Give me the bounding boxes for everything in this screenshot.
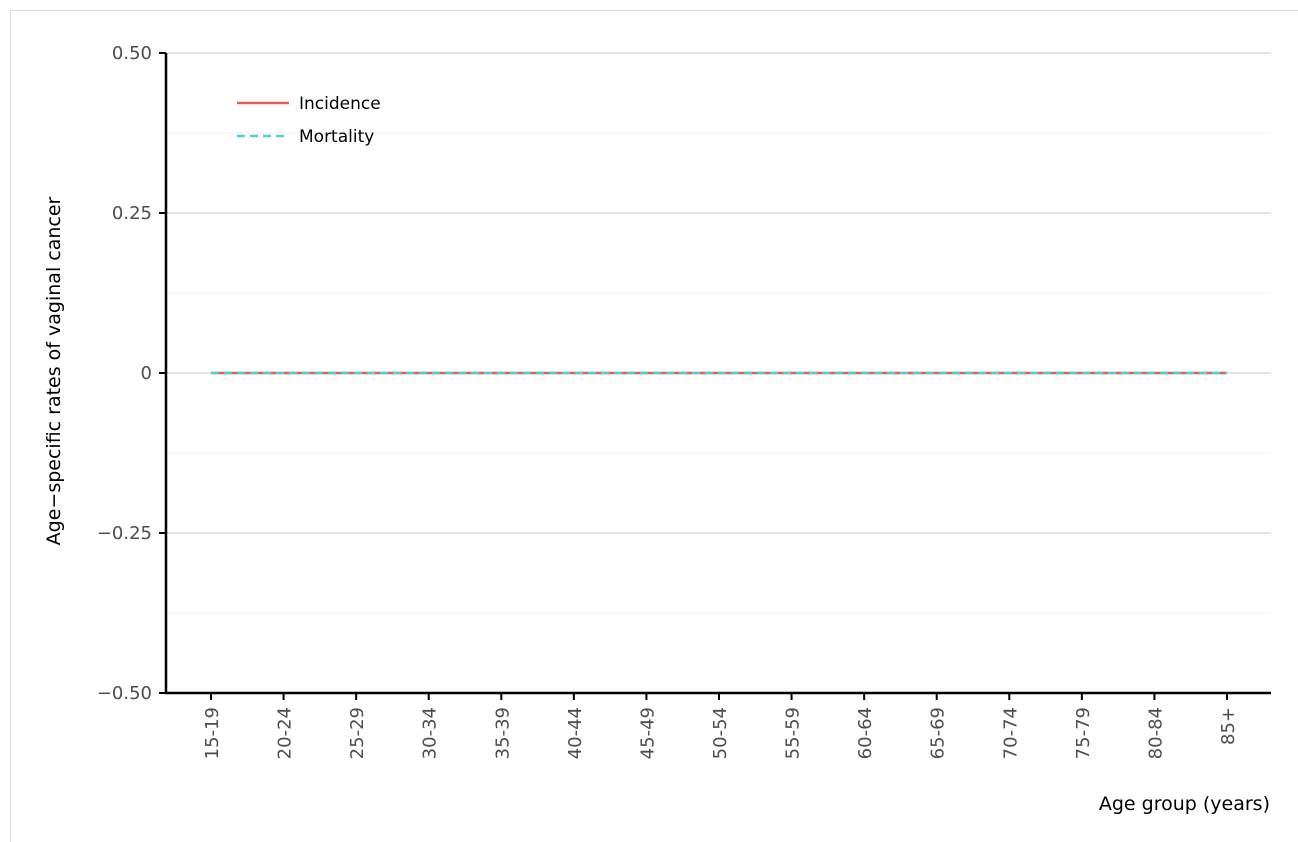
x-tick-label: 15-19 (202, 707, 223, 759)
x-tick-label: 70-74 (1000, 707, 1021, 759)
legend: Incidence Mortality (237, 94, 381, 147)
y-tick-label: −0.25 (97, 523, 152, 544)
x-tick-label: 75-79 (1073, 707, 1094, 759)
x-tick-label: 60-64 (855, 707, 876, 759)
x-axis-title: Age group (years) (1099, 793, 1270, 815)
x-tick-label: 30-34 (420, 707, 441, 759)
y-tick-label: 0 (141, 363, 152, 384)
x-tick-label: 35-39 (492, 707, 513, 759)
x-tick-label: 40-44 (565, 707, 586, 759)
x-ticks: 15-19 20-24 25-29 30-34 35-39 40-44 45-49 50-54… (202, 693, 1239, 759)
x-tick-label: 20-24 (275, 707, 296, 759)
y-tick-label: −0.50 (97, 683, 152, 704)
x-tick-label: 45-49 (637, 707, 658, 759)
y-tick-label: 0.25 (112, 203, 152, 224)
chart-frame (10, 10, 1298, 842)
legend-label-incidence: Incidence (299, 94, 381, 114)
y-ticks: 0.50 0.25 0 −0.25 −0.50 (97, 43, 166, 704)
x-tick-label: 85+ (1218, 707, 1239, 745)
x-tick-label: 25-29 (347, 707, 368, 759)
x-tick-label: 65-69 (928, 707, 949, 759)
y-axis-title: Age−specific rates of vaginal cancer (43, 196, 65, 545)
x-tick-label: 80-84 (1145, 707, 1166, 759)
legend-label-mortality: Mortality (299, 127, 374, 147)
x-tick-label: 55-59 (783, 707, 804, 759)
y-tick-label: 0.50 (112, 43, 152, 64)
x-tick-label: 50-54 (710, 707, 731, 759)
